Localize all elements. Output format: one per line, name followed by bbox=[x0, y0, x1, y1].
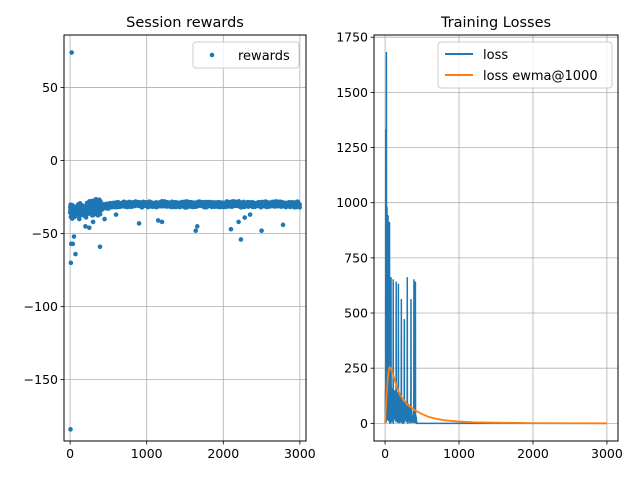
x-tick-label: 0 bbox=[66, 446, 74, 461]
legend-box-session-rewards bbox=[192, 41, 300, 69]
y-tick-label: 0 bbox=[360, 416, 368, 431]
reward-outlier-point bbox=[73, 251, 78, 257]
line-series-losses bbox=[384, 51, 607, 425]
loss-ewma-line bbox=[384, 366, 607, 425]
reward-outlier-point bbox=[193, 228, 199, 233]
reward-outlier-point bbox=[236, 219, 241, 225]
y-tick-label: 50 bbox=[42, 80, 58, 95]
reward-point bbox=[97, 211, 103, 217]
grid-session-rewards bbox=[64, 35, 306, 441]
reward-outlier-point bbox=[71, 234, 77, 239]
reward-outlier-point bbox=[159, 219, 165, 225]
y-tick-label: 250 bbox=[344, 361, 368, 376]
scatter-points-rewards bbox=[67, 50, 303, 432]
panel-session-rewards: Session rewards 0 1000 2000 3000 50 0 −50 −100 −… bbox=[24, 15, 316, 461]
reward-outlier-point bbox=[113, 212, 119, 217]
legend-training-losses: loss loss ewma@1000 bbox=[437, 41, 613, 89]
reward-outlier-point bbox=[102, 216, 107, 222]
y-tick-label: 1250 bbox=[336, 140, 368, 155]
reward-outlier-point bbox=[77, 216, 82, 222]
reward-outlier-point bbox=[90, 219, 96, 225]
x-tick-label: 2000 bbox=[207, 446, 239, 461]
panel-training-losses: Training Losses 0 1000 2000 3000 0 250 500 750 1… bbox=[336, 15, 623, 461]
reward-outlier-point bbox=[97, 244, 103, 250]
reward-outlier-point bbox=[238, 237, 244, 242]
reward-outlier-point bbox=[259, 228, 264, 233]
reward-outlier-point bbox=[70, 241, 76, 247]
legend-label-loss-ewma: loss ewma@1000 bbox=[483, 69, 598, 84]
y-tick-label: 1500 bbox=[336, 85, 368, 100]
loss-line bbox=[384, 51, 607, 425]
y-tick-label: −100 bbox=[24, 299, 58, 314]
reward-outlier-point bbox=[242, 215, 248, 220]
reward-outlier-point bbox=[293, 203, 299, 209]
legend-session-rewards: rewards bbox=[192, 41, 300, 69]
y-tick-label: −150 bbox=[24, 372, 58, 387]
reward-outlier-point bbox=[69, 50, 74, 55]
y-tick-label: 0 bbox=[50, 153, 58, 168]
reward-outlier-point bbox=[194, 224, 200, 229]
axes-frame-training-losses bbox=[373, 34, 619, 442]
x-tick-label: 3000 bbox=[591, 446, 623, 461]
y-tick-label: 500 bbox=[344, 306, 368, 321]
y-tick-label: 750 bbox=[344, 250, 368, 265]
y-tick-label: 1000 bbox=[336, 195, 368, 210]
reward-outlier-point bbox=[228, 226, 234, 232]
chart-title-session-rewards: Session rewards bbox=[126, 15, 244, 31]
reward-point bbox=[83, 215, 89, 220]
y-tick-label: −50 bbox=[32, 226, 58, 241]
x-tick-label: 1000 bbox=[131, 446, 163, 461]
legend-label-loss: loss bbox=[483, 48, 508, 63]
legend-marker-rewards bbox=[209, 52, 215, 58]
axes-frame-session-rewards bbox=[63, 34, 307, 442]
ticks-session-rewards: 0 1000 2000 3000 50 0 −50 −100 −150 bbox=[24, 80, 316, 461]
reward-outlier-point bbox=[155, 218, 161, 223]
reward-outlier-point bbox=[68, 260, 74, 266]
x-tick-label: 2000 bbox=[517, 446, 549, 461]
legend-box-training-losses bbox=[437, 41, 613, 89]
x-tick-label: 1000 bbox=[443, 446, 475, 461]
legend-label-rewards: rewards bbox=[238, 49, 290, 64]
x-tick-label: 0 bbox=[381, 446, 389, 461]
reward-outlier-point bbox=[68, 427, 73, 432]
y-tick-label: 1750 bbox=[336, 30, 368, 45]
chart-title-training-losses: Training Losses bbox=[440, 15, 551, 31]
x-tick-label: 3000 bbox=[284, 446, 316, 461]
reward-outlier-point bbox=[280, 222, 286, 228]
reward-point bbox=[297, 205, 303, 210]
reward-outlier-point bbox=[83, 224, 88, 229]
ticks-training-losses: 0 1000 2000 3000 0 250 500 750 1000 1250 1500 1750 bbox=[336, 30, 623, 461]
reward-outlier-point bbox=[86, 225, 92, 231]
reward-outlier-point bbox=[247, 212, 253, 217]
reward-outlier-point bbox=[136, 221, 142, 226]
